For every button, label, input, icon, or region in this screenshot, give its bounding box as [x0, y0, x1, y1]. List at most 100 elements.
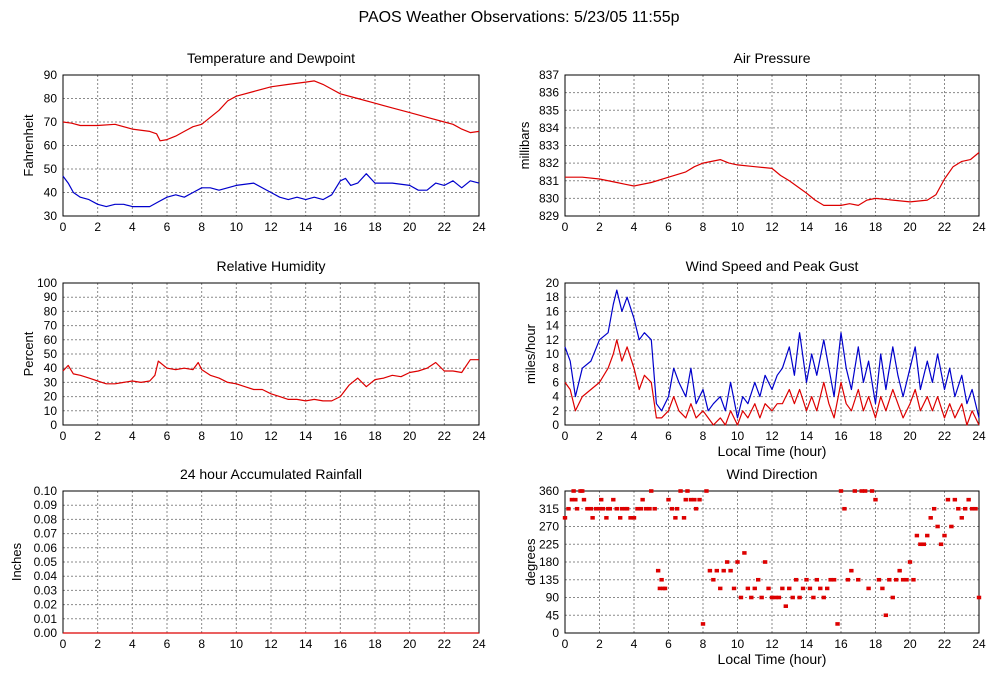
dir-point [573, 497, 578, 502]
dir-x-tick-label: 4 [631, 637, 638, 651]
pressure-title: Air Pressure [733, 50, 810, 66]
dir-point [842, 506, 847, 511]
dir-plot-frame [564, 490, 980, 634]
dir-point [588, 506, 594, 511]
pressure-y-tick-label: 835 [539, 103, 559, 117]
rh-x-tick-label: 24 [472, 429, 486, 443]
pressure-x-tick-label: 20 [903, 220, 917, 234]
rh-y-tick-label: 60 [44, 333, 58, 347]
rh-x-tick-label: 12 [264, 429, 278, 443]
dir-point [949, 524, 954, 529]
pressure-y-tick-label: 834 [539, 121, 559, 135]
rh-title: Relative Humidity [217, 258, 326, 274]
dir-point [911, 577, 916, 582]
dir-point [897, 568, 902, 573]
dir-point [618, 516, 623, 520]
dir-point [683, 497, 688, 502]
dir-point [790, 595, 795, 600]
dir-y-tick-label: 0 [552, 626, 559, 640]
page-title: PAOS Weather Observations: 5/23/05 11:55… [358, 9, 679, 26]
rh-x-tick-label: 18 [368, 429, 382, 443]
wind-y-tick-label: 20 [546, 276, 560, 290]
rh-y-tick-label: 10 [44, 404, 58, 418]
dir-point [976, 595, 982, 600]
dir-point [640, 497, 645, 502]
pressure-x-tick-label: 10 [731, 220, 745, 234]
dir-point [862, 489, 868, 493]
dir-point [793, 577, 799, 582]
dir-point [624, 506, 630, 511]
rh-x-tick-label: 14 [299, 429, 313, 443]
dir-x-tick-label: 24 [972, 637, 986, 651]
temp-x-tick-label: 10 [230, 220, 244, 234]
rh-series-line-0 [62, 359, 479, 402]
dir-point [688, 497, 694, 502]
dir-point [814, 577, 820, 582]
wind-series-line-0 [564, 289, 980, 419]
dir-point [762, 560, 768, 564]
dir-point [838, 489, 844, 493]
temp-x-tick-label: 0 [60, 220, 67, 234]
dir-point [821, 595, 826, 600]
rain-y-tick-label: 0.00 [34, 626, 58, 640]
rain-x-tick-label: 6 [164, 637, 171, 651]
dir-point [718, 586, 723, 591]
temp-title: Temperature and Dewpoint [187, 50, 355, 66]
rh-x-tick-label: 20 [403, 429, 417, 443]
dir-y-tick-label: 180 [539, 555, 559, 569]
dir-x-tick-label: 10 [731, 637, 745, 651]
pressure-x-tick-label: 6 [665, 220, 672, 234]
dir-point [562, 516, 568, 520]
dir-point [752, 586, 757, 591]
wind-x-tick-label: 10 [731, 429, 745, 443]
rain-x-tick-label: 20 [403, 637, 417, 651]
wind-x-tick-label: 20 [903, 429, 917, 443]
rh-x-tick-label: 10 [230, 429, 244, 443]
rain-y-tick-label: 0.10 [34, 484, 58, 498]
rh-y-tick-label: 80 [44, 304, 58, 318]
dir-point [635, 506, 640, 511]
rain-y-axis-label: Inches [9, 542, 24, 581]
dir-point [973, 506, 978, 511]
dir-point [599, 497, 604, 502]
dir-point [580, 489, 585, 493]
dir-y-tick-label: 135 [539, 573, 559, 587]
dir-point [569, 497, 575, 502]
dir-point [931, 506, 937, 511]
dir-point [942, 533, 947, 538]
dir-point [963, 506, 968, 511]
dir-point [652, 506, 657, 511]
dir-y-tick-label: 360 [539, 484, 559, 498]
wind-y-axis-label: miles/hour [523, 323, 538, 384]
wind-x-axis-label: Local Time (hour) [718, 443, 827, 459]
temp-x-tick-label: 20 [403, 220, 417, 234]
dir-x-tick-label: 20 [903, 637, 917, 651]
pressure-y-tick-label: 831 [539, 174, 559, 188]
rain-x-tick-label: 12 [264, 637, 278, 651]
dir-point [921, 542, 926, 547]
dir-point [828, 577, 833, 582]
wind-x-tick-label: 16 [834, 429, 848, 443]
wind-x-tick-label: 0 [562, 429, 569, 443]
dir-point [952, 497, 958, 502]
pressure-x-tick-label: 14 [800, 220, 814, 234]
dir-y-axis-label: degrees [523, 538, 538, 585]
rh-y-tick-label: 20 [44, 390, 58, 404]
dir-point [856, 577, 861, 582]
rain-y-tick-label: 0.06 [34, 541, 58, 555]
dir-point [825, 586, 830, 591]
rh-x-tick-label: 2 [94, 429, 101, 443]
dir-point [783, 604, 788, 608]
pressure-y-tick-label: 833 [539, 139, 559, 153]
dir-point [721, 568, 726, 573]
pressure-y-axis-label: millibars [517, 121, 532, 169]
dir-point [628, 516, 633, 520]
pressure-y-tick-label: 832 [539, 156, 559, 170]
rain-x-tick-label: 10 [230, 637, 244, 651]
dir-y-tick-label: 315 [539, 502, 559, 516]
dir-point [766, 586, 771, 591]
dir-y-tick-label: 90 [546, 591, 560, 605]
